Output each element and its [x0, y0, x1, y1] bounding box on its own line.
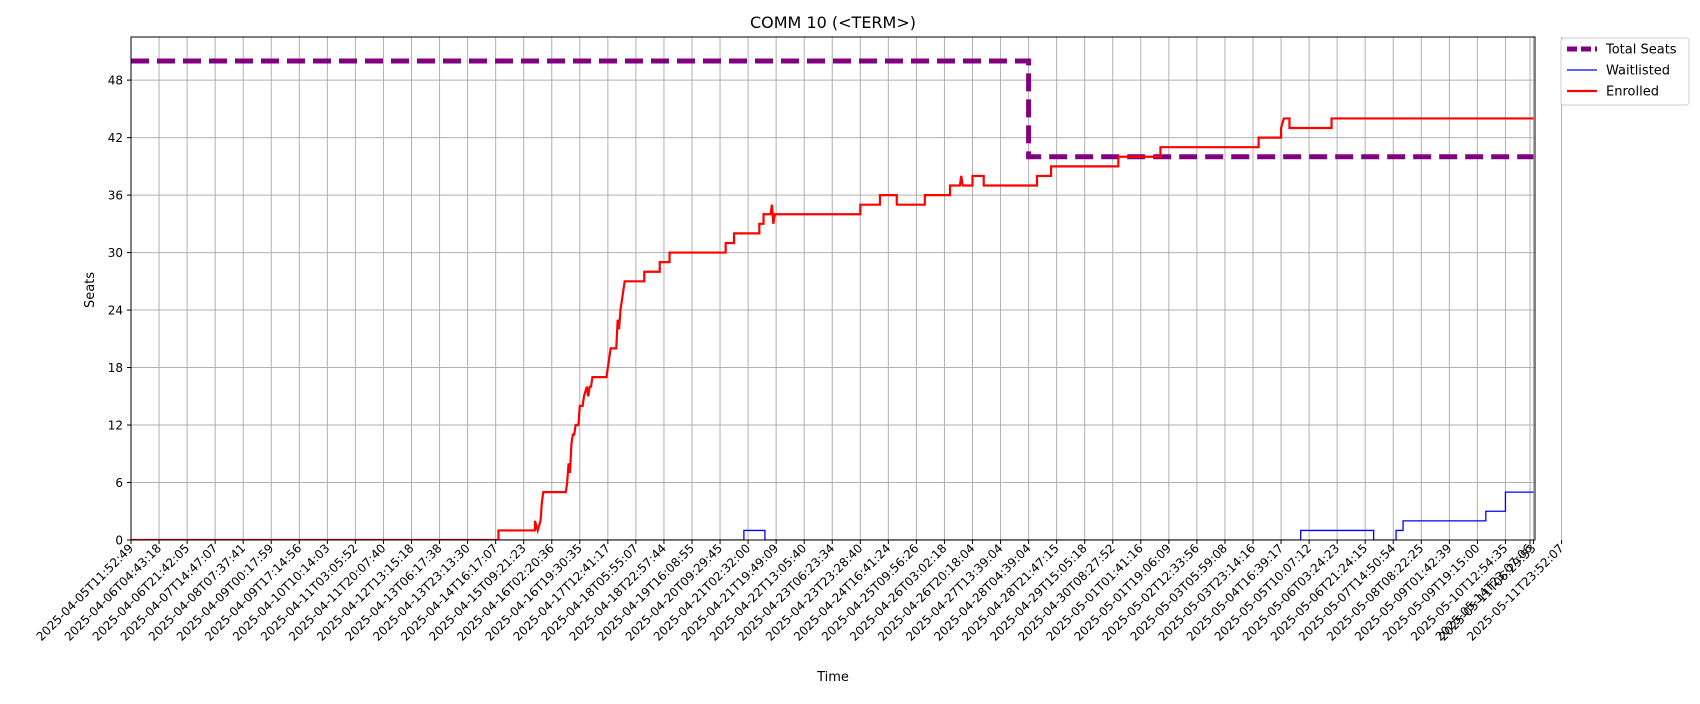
series-line-waitlisted: [131, 491, 1534, 540]
x-axis: 2025-04-05T11:52:492025-04-06T04:43:1820…: [34, 540, 1567, 644]
y-tick-label: 0: [115, 534, 123, 548]
y-axis-label: Seats: [83, 272, 98, 308]
plot-area-frame: [130, 36, 1536, 541]
legend-label: Waitlisted: [1606, 64, 1670, 79]
y-tick-label: 24: [108, 304, 123, 318]
series-group: [131, 58, 1534, 540]
y-tick-label: 30: [108, 246, 123, 260]
legend-label: Enrolled: [1606, 85, 1659, 100]
y-tick-label: 18: [108, 361, 123, 375]
series-line-enrolled: [131, 117, 1534, 540]
y-axis: 0 6 12 18 24 30 36 42 48: [108, 74, 131, 548]
legend-label: Total Seats: [1605, 43, 1677, 58]
y-tick-label: 48: [108, 74, 123, 88]
grid: [130, 37, 1563, 541]
legend: Total Seats Waitlisted Enrolled: [1560, 37, 1690, 106]
y-tick-label: 12: [108, 419, 123, 433]
y-tick-label: 42: [108, 131, 123, 145]
legend-box: [1560, 37, 1690, 106]
y-tick-label: 6: [115, 476, 123, 490]
series-line-total-seats: [131, 58, 1534, 160]
x-axis-label: Time: [816, 670, 849, 685]
y-tick-label: 36: [108, 189, 123, 203]
chart-title: COMM 10 (<TERM>): [750, 13, 916, 32]
